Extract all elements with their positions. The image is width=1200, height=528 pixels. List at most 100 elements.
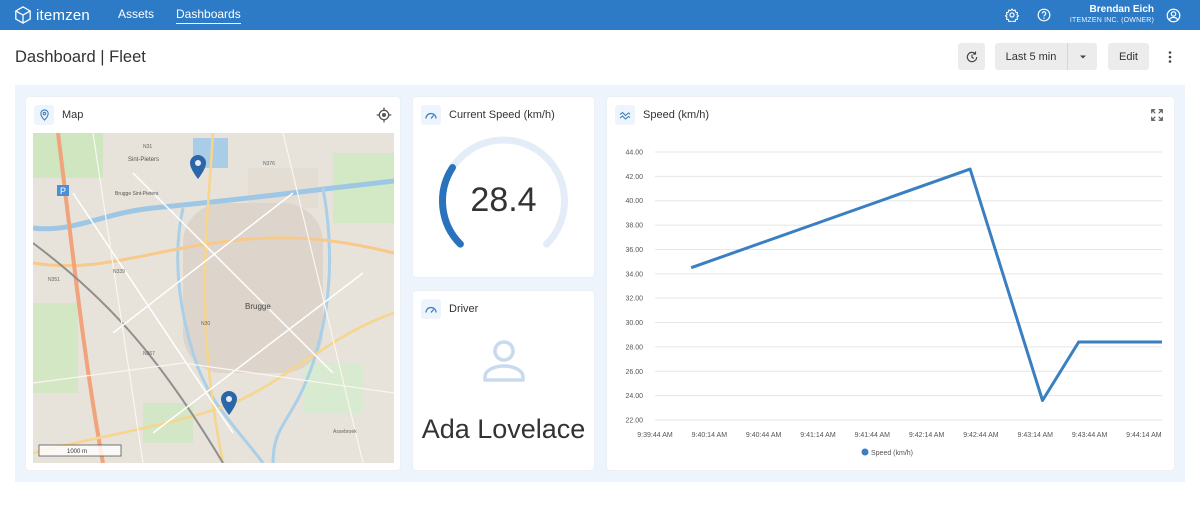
speed-gauge	[439, 136, 568, 248]
driver-name: Ada Lovelace	[421, 414, 586, 444]
map-label-n31: N31	[143, 144, 152, 150]
map-canal	[271, 187, 332, 463]
cube-logo-icon	[15, 6, 31, 24]
location-pin-icon	[34, 105, 54, 125]
y-tick-label: 24.00	[625, 393, 643, 400]
person-avatar-icon	[483, 340, 525, 382]
y-tick-label: 40.00	[625, 198, 643, 205]
caret-down-icon	[1079, 55, 1086, 58]
refresh-clock-icon	[966, 50, 977, 62]
driver-widget-title: Driver	[449, 303, 479, 315]
map-road-major	[56, 133, 105, 463]
help-icon[interactable]	[1036, 7, 1052, 23]
map-widget: Map	[26, 97, 400, 470]
map-canal	[33, 178, 394, 232]
x-tick-label: 9:43:14 AM	[1018, 432, 1054, 439]
map-scale-label: 1000 m	[67, 449, 87, 455]
x-tick-label: 9:42:44 AM	[963, 432, 999, 439]
y-tick-label: 38.00	[625, 223, 643, 230]
account-circle-icon[interactable]	[1166, 7, 1182, 23]
speed-widget-title: Current Speed (km/h)	[449, 109, 555, 121]
speedometer-icon	[421, 105, 441, 125]
y-tick-label: 28.00	[625, 344, 643, 351]
fullscreen-expand-icon[interactable]	[1150, 108, 1164, 122]
user-name: Brendan Eich	[1089, 4, 1154, 15]
vehicle-marker-icon[interactable]	[221, 391, 237, 415]
time-range-dropdown-button[interactable]	[1067, 43, 1097, 70]
map-road-minor	[33, 133, 394, 463]
gps-locate-icon[interactable]	[376, 107, 392, 123]
map-label-n367: N367	[143, 351, 155, 357]
nav-assets[interactable]: Assets	[118, 6, 155, 21]
chart-widget-title: Speed (km/h)	[643, 109, 710, 121]
x-tick-label: 9:44:14 AM	[1126, 432, 1162, 439]
page-title: Dashboard | Fleet	[15, 48, 146, 66]
top-bar: itemzen Assets Dashboards Brendan Eich I…	[0, 0, 1200, 30]
top-right-controls: Brendan Eich ITEMZEN INC. (OWNER)	[1004, 0, 1200, 30]
x-tick-label: 9:40:14 AM	[692, 432, 728, 439]
user-info[interactable]: Brendan Eich ITEMZEN INC. (OWNER)	[1070, 4, 1154, 26]
legend-label: Speed (km/h)	[871, 450, 913, 457]
gauge-fill	[439, 164, 464, 248]
map-label-n351: N351	[48, 277, 60, 283]
more-vert-icon[interactable]	[1162, 49, 1178, 65]
map-label-brugge: Brugge	[245, 302, 271, 311]
map-road-major	[203, 133, 225, 463]
speed-chart-widget: Speed (km/h) 22.00 24.00 26.00 28.00 30.00 32…	[607, 97, 1174, 470]
vehicle-marker-icon[interactable]	[190, 155, 206, 179]
speed-series-line	[690, 167, 1162, 402]
map-label-assebroek: Assebroek	[333, 429, 357, 435]
speed-widget-header: Current Speed (km/h)	[421, 105, 555, 125]
map-label-n30: N30	[201, 321, 210, 327]
x-tick-label: 9:39:44 AM	[637, 432, 673, 439]
map-tiles: P Sint-Pieters N31 N376 Brugge Sint-Piet…	[33, 133, 394, 463]
chart-legend: Speed (km/h)	[861, 448, 913, 457]
y-tick-label: 22.00	[625, 418, 643, 425]
map-scale-bar: 1000 m	[38, 444, 122, 457]
y-tick-label: 32.00	[625, 296, 643, 303]
speed-chart: 22.00 24.00 26.00 28.00 30.00 32.00 34.00 36.00…	[625, 150, 1162, 457]
y-tick-label: 44.00	[625, 150, 643, 157]
time-range-button[interactable]: Last 5 min	[995, 43, 1067, 70]
map-label-n376: N376	[263, 161, 275, 167]
map-road-minor	[72, 172, 364, 434]
x-tick-label: 9:41:44 AM	[855, 432, 891, 439]
timeseries-chart-icon	[615, 105, 635, 125]
speed-value: 28.4	[470, 181, 537, 219]
edit-button[interactable]: Edit	[1108, 43, 1149, 70]
driver-widget: Driver Ada Lovelace	[413, 291, 594, 470]
map-widget-title: Map	[62, 109, 84, 121]
x-tick-label: 9:43:44 AM	[1072, 432, 1108, 439]
parking-icon-glyph: P	[60, 186, 66, 196]
refresh-button[interactable]	[958, 43, 985, 70]
map-label-station: Brugge Sint-Pieters	[115, 191, 159, 197]
nav-dashboards[interactable]: Dashboards	[176, 7, 241, 24]
map-park	[33, 133, 103, 178]
y-tick-label: 26.00	[625, 369, 643, 376]
map-label-n339: N339	[113, 269, 125, 275]
map-road-major	[33, 236, 394, 268]
x-tick-label: 9:42:14 AM	[909, 432, 945, 439]
x-tick-label: 9:40:44 AM	[746, 432, 782, 439]
parking-icon	[57, 185, 69, 196]
driver-widget-header: Driver	[421, 299, 478, 319]
main-nav: Assets Dashboards	[118, 7, 263, 24]
y-tick-label: 36.00	[625, 247, 643, 254]
settings-gear-icon[interactable]	[1004, 7, 1020, 23]
brand-logo[interactable]: itemzen	[14, 6, 100, 24]
map-railway	[33, 242, 224, 463]
map-park	[303, 363, 363, 413]
y-tick-label: 42.00	[625, 174, 643, 181]
chart-widget-header: Speed (km/h)	[615, 105, 709, 125]
map-view[interactable]: P Sint-Pieters N31 N376 Brugge Sint-Piet…	[33, 133, 394, 463]
speedometer-icon	[421, 299, 441, 319]
map-widget-header: Map	[34, 105, 83, 125]
y-tick-label: 34.00	[625, 271, 643, 278]
legend-marker	[861, 448, 869, 456]
user-org: ITEMZEN INC. (OWNER)	[1069, 17, 1154, 24]
map-park	[248, 168, 318, 208]
y-tick-label: 30.00	[625, 320, 643, 327]
map-label-sint-pieters: Sint-Pieters	[128, 157, 159, 163]
current-speed-widget: Current Speed (km/h) 28.4	[413, 97, 594, 277]
brand-name: itemzen	[36, 6, 90, 24]
